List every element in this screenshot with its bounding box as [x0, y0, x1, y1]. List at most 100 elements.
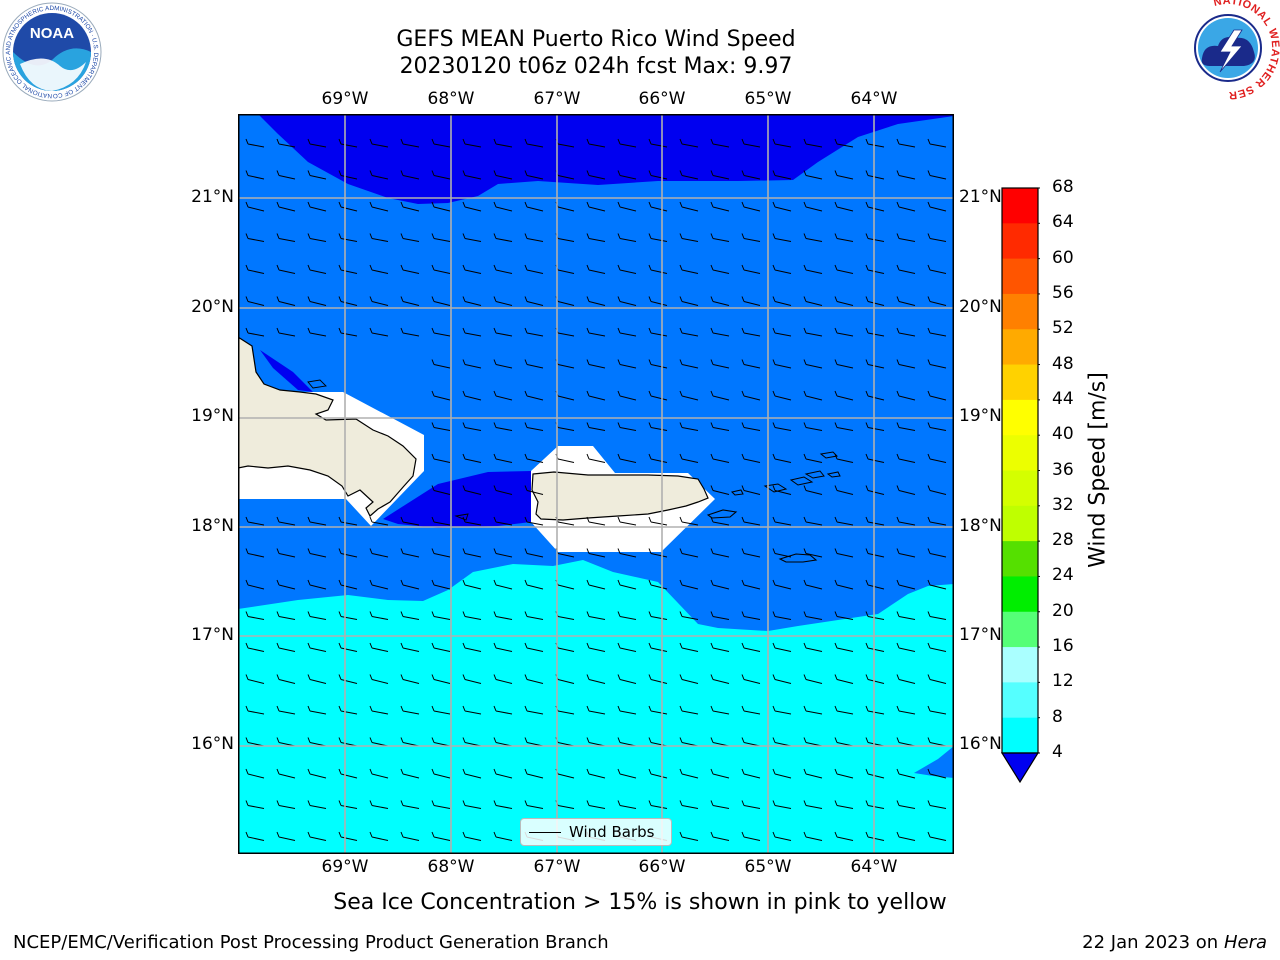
wind-barb	[307, 611, 327, 620]
island-tortuga	[307, 379, 327, 389]
wind-barb	[710, 296, 730, 306]
wind-barb	[369, 138, 389, 148]
wind-barb	[338, 264, 358, 274]
wind-barb	[462, 422, 482, 431]
wind-barb	[648, 516, 668, 526]
wind-barb	[710, 485, 730, 495]
wind-barb	[245, 705, 265, 715]
wind-barb	[245, 674, 265, 684]
wind-barb	[276, 768, 296, 779]
wind-barb	[896, 170, 916, 180]
colorbar-segment	[1002, 364, 1038, 401]
wind-barb	[741, 516, 761, 526]
island-st-john	[789, 476, 814, 486]
colorbar-segment	[1002, 470, 1038, 507]
wind-barb	[648, 453, 668, 463]
wind-barb	[400, 327, 420, 337]
wind-barb	[834, 264, 854, 274]
map-title: GEFS MEAN Puerto Rico Wind Speed	[396, 27, 796, 52]
wind-barb	[307, 831, 327, 841]
wind-barb	[586, 516, 606, 526]
wind-barb	[617, 138, 637, 148]
wind-barb	[803, 359, 823, 369]
wind-barb	[803, 327, 823, 337]
wind-barb	[896, 359, 916, 369]
wind-barb	[710, 264, 730, 274]
wind-barb	[493, 768, 513, 779]
wind-barb	[307, 264, 327, 274]
wind-barb	[617, 674, 637, 684]
wind-barb	[772, 327, 792, 337]
wind-barb	[245, 642, 265, 652]
colorbar-segment	[1002, 717, 1038, 754]
wind-barb	[896, 138, 916, 148]
wind-barb	[803, 516, 823, 526]
wind-barb	[679, 170, 699, 180]
wind-barb	[896, 201, 916, 212]
wind-barb	[803, 579, 823, 590]
wind-barb	[617, 768, 637, 779]
wind-barb	[741, 579, 761, 590]
wind-barb	[896, 548, 916, 558]
wind-barb	[741, 453, 761, 463]
wind-barb	[834, 611, 854, 620]
wind-barb	[648, 296, 668, 306]
lon-label-top: 67°W	[533, 89, 581, 109]
wind-barb	[524, 390, 544, 401]
wind-barb	[896, 674, 916, 684]
wind-barb	[772, 611, 792, 620]
wind-barb	[865, 674, 885, 684]
wind-barb	[307, 516, 327, 526]
wind-barb	[741, 705, 761, 715]
wind-barb	[679, 611, 699, 620]
wind-barb	[245, 138, 265, 148]
wind-barb	[245, 516, 265, 526]
wind-barb	[927, 579, 947, 590]
wind-barb	[710, 642, 730, 652]
wind-barb	[307, 170, 327, 180]
wind-barb	[772, 296, 792, 306]
wind-barb	[865, 705, 885, 715]
wind-barb	[431, 327, 451, 337]
wind-barb	[307, 138, 327, 148]
lat-label-left: 19°N	[191, 406, 234, 426]
wind-barb	[741, 201, 761, 212]
wind-barb	[400, 800, 420, 809]
wind-barb	[431, 233, 451, 242]
island-mona	[454, 513, 469, 521]
wind-barb	[245, 264, 265, 274]
wind-barb	[431, 674, 451, 684]
wind-barb	[493, 233, 513, 242]
wind-barb	[586, 548, 606, 558]
wind-barb	[648, 611, 668, 620]
wind-barb	[648, 264, 668, 274]
lat-label-right: 17°N	[959, 625, 1002, 645]
wind-barb	[369, 233, 389, 242]
wind-barb	[741, 768, 761, 779]
footer-date: 22 Jan 2023 on Hera	[1082, 932, 1267, 953]
wind-barb	[245, 233, 265, 242]
wind-barb	[772, 422, 792, 431]
wind-barb	[431, 359, 451, 369]
wind-barb	[369, 611, 389, 620]
wind-barb	[927, 800, 947, 809]
wind-barb	[586, 705, 606, 715]
wind-barb	[679, 516, 699, 526]
wind-barb	[834, 579, 854, 590]
wind-barb	[400, 138, 420, 148]
wind-barb	[679, 296, 699, 306]
wind-barb	[586, 170, 606, 180]
wind-barb	[431, 705, 451, 715]
wind-barb	[927, 642, 947, 652]
wind-barb	[834, 453, 854, 463]
wind-barb	[865, 170, 885, 180]
wind-barb	[276, 674, 296, 684]
wind-barb	[772, 768, 792, 779]
wind-band-4-8-se	[914, 746, 954, 778]
wind-barb	[927, 201, 947, 212]
colorbar-segment	[1002, 682, 1038, 719]
wind-barb	[493, 422, 513, 431]
footer-host: Hera	[1223, 932, 1267, 953]
wind-barb	[896, 516, 916, 526]
wind-barb	[431, 611, 451, 620]
